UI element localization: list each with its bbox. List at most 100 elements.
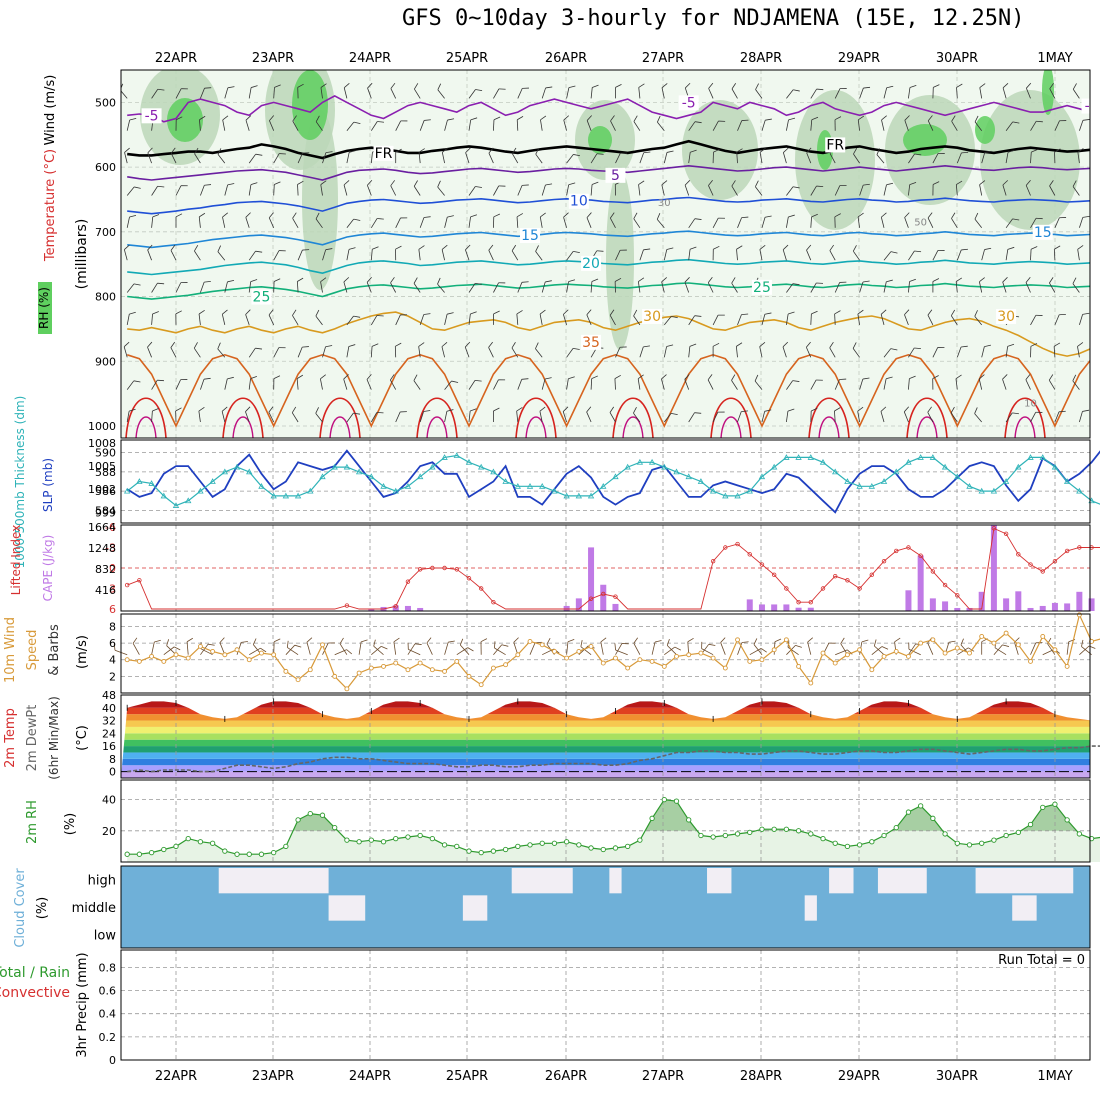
thickness-marker: [807, 454, 814, 460]
wind-barb-shaft: [810, 379, 817, 390]
wind10-barb-shaft: [248, 647, 261, 656]
wind-barb: [511, 147, 519, 164]
wind-barb-shaft: [418, 346, 421, 358]
wind-barb-flag: [787, 408, 795, 412]
wind-barb: [805, 341, 812, 358]
wind-barb-shaft: [883, 378, 887, 390]
wind10-barb: [494, 641, 506, 656]
wind-barb-flag: [881, 115, 887, 121]
wind-barb-flag: [689, 343, 697, 347]
wind10-speed-marker: [771, 647, 777, 653]
run-total-label: Run Total = 0: [998, 953, 1085, 968]
wind-barb: [444, 312, 454, 325]
wind-barb: [810, 310, 818, 325]
wind-barb: [222, 212, 229, 228]
lifted-index-marker: [1016, 552, 1021, 557]
wind-barb-shaft: [390, 185, 397, 196]
wind-barb-shaft: [151, 89, 159, 99]
wind-barb-flag: [545, 86, 553, 89]
wind-barb: [563, 309, 569, 326]
wind-barb-shaft: [488, 250, 494, 261]
wind-barb-flag: [400, 120, 408, 122]
lifted-index-marker: [1077, 545, 1082, 550]
isotherm-label-bg: [825, 137, 846, 153]
wind-barb-flag: [217, 148, 222, 155]
wind-barb-shaft: [200, 185, 205, 196]
wind-barb-flag: [194, 147, 199, 154]
rh2m-marker: [136, 851, 143, 857]
wind-barb: [1079, 409, 1090, 423]
wind-barb-shaft: [217, 251, 226, 261]
thickness-marker: [929, 454, 937, 460]
thickness-marker: [697, 478, 705, 484]
isotherm-45: [329, 416, 351, 438]
wind-barb-shaft: [370, 346, 373, 358]
wind-barb-shaft: [297, 249, 303, 261]
wind-barb-flag: [904, 309, 910, 315]
wind-barb: [222, 115, 229, 131]
wind-barb-flag: [1054, 148, 1061, 153]
thickness-marker: [783, 454, 790, 460]
precip-tick-label: 0.6: [99, 985, 117, 998]
wind-barb-shaft: [712, 217, 719, 228]
rh-shade-region: [980, 90, 1080, 230]
wind10-speed-marker: [405, 667, 411, 673]
wind-barb-shaft: [315, 218, 323, 229]
wind-barb-shaft: [852, 348, 860, 358]
wind-barb-shaft: [956, 87, 958, 99]
pressure-tick-label: 900: [95, 355, 116, 368]
wind-barb: [1030, 120, 1043, 131]
wind10-barb-flag: [373, 639, 376, 647]
thickness-marker: [1076, 487, 1083, 494]
wind-barb: [444, 380, 459, 390]
wind-barb: [566, 154, 581, 164]
isotherm-label: 25: [253, 290, 271, 306]
cloud-clear-cell: [804, 895, 817, 921]
cloud-clear-cell: [829, 868, 854, 894]
rh2m-marker: [1027, 821, 1034, 828]
wind-barb-shaft: [198, 216, 201, 228]
thickness-marker: [722, 492, 729, 499]
wind-barb-flag: [759, 147, 766, 153]
wind-barb-flag: [516, 213, 524, 218]
wind-barb: [217, 148, 226, 164]
thickness-marker: [221, 468, 229, 475]
rh2m-marker: [161, 846, 167, 853]
wind-barb: [834, 407, 841, 423]
wind-barb-flag: [596, 153, 604, 155]
wind10-side-label-1: 10m Wind: [3, 617, 18, 683]
wind-barb: [292, 309, 299, 326]
rh-shade-region: [606, 170, 634, 350]
wind-barb-flag: [610, 115, 615, 122]
wind-barb-shaft: [955, 184, 958, 196]
wind-barb-shaft: [126, 186, 135, 196]
wind-barb-shaft: [932, 250, 939, 261]
wind10-barb-shaft: [600, 641, 604, 655]
wind-barb-flag: [222, 212, 229, 218]
lifted-index-marker: [454, 567, 459, 572]
wind-barb-shaft: [615, 347, 621, 358]
wind-barb-flag: [1059, 120, 1067, 122]
wind10-barb-shaft: [753, 644, 763, 655]
wind-barb-shaft: [563, 217, 567, 228]
wind-barb: [810, 185, 824, 196]
wind-barb-flag: [245, 212, 251, 218]
wind10-barb-flag: [252, 638, 257, 645]
wind-barb-shaft: [857, 411, 860, 423]
wind-barb-shaft: [908, 184, 911, 196]
wind-barb-flag: [666, 150, 674, 153]
wind-barb: [786, 283, 800, 293]
wind10-barb: [286, 640, 299, 656]
thickness-marker: [990, 487, 998, 494]
wind-barb-flag: [535, 245, 539, 252]
wind-barb-shaft: [810, 216, 812, 228]
cape-bar: [404, 605, 411, 611]
wind-barb-shaft: [1054, 314, 1060, 326]
wind-barb-shaft: [880, 217, 885, 228]
wind-barb: [688, 121, 702, 131]
wind10-barb-flag: [207, 643, 215, 646]
wind10-barb: [200, 643, 215, 655]
isotherm-label: -5: [682, 95, 696, 111]
wind-barb-shaft: [834, 185, 841, 196]
cape-bar: [929, 598, 936, 611]
